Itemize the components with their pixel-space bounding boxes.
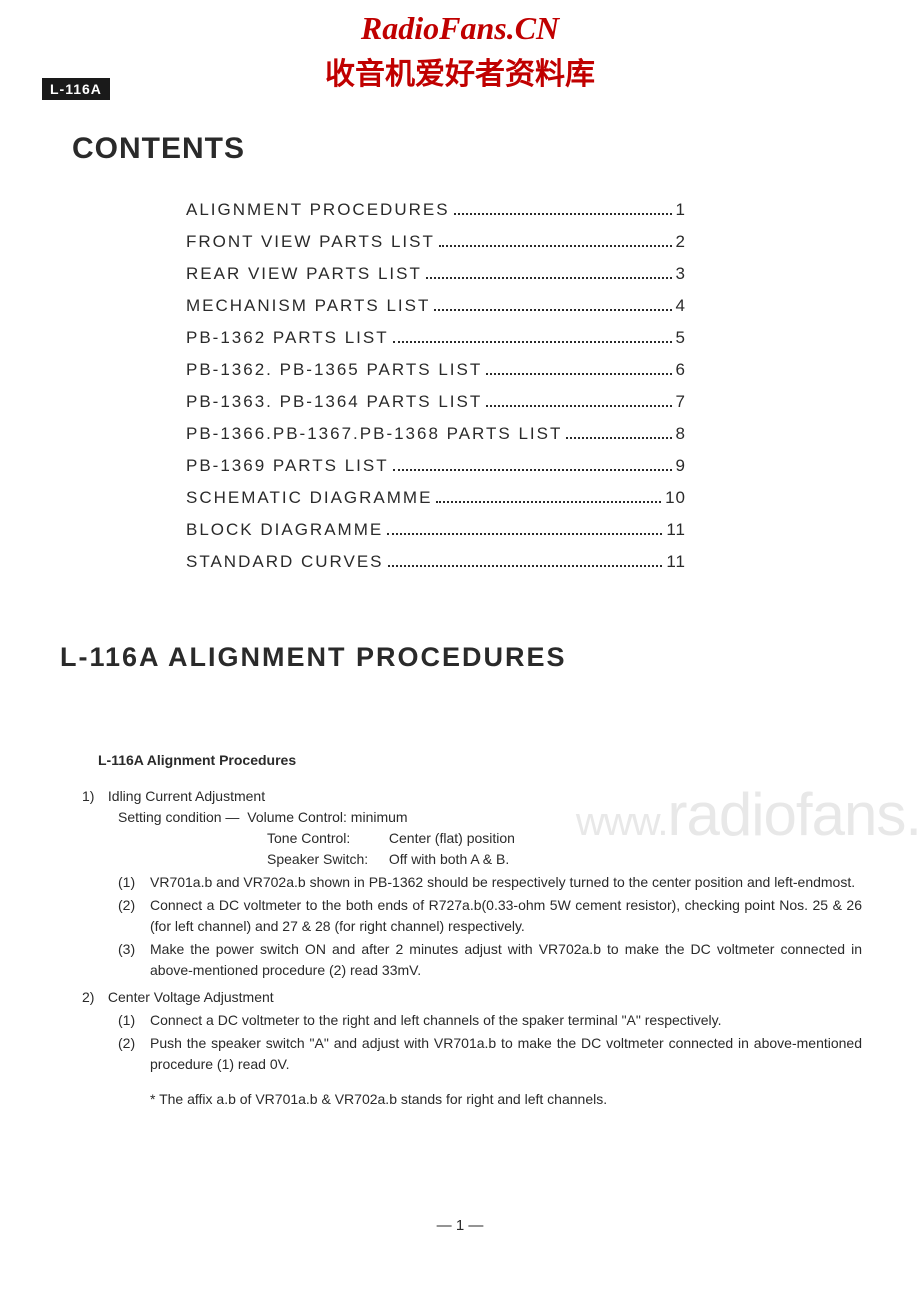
sub-step-text: Connect a DC voltmeter to the both ends …	[150, 895, 862, 937]
toc-dots	[486, 373, 671, 375]
toc-item: PB-1366.PB-1367.PB-1368 PARTS LIST 8	[186, 424, 686, 444]
toc-label: REAR VIEW PARTS LIST	[186, 264, 422, 284]
toc-item: PB-1369 PARTS LIST 9	[186, 456, 686, 476]
toc-item: MECHANISM PARTS LIST 4	[186, 296, 686, 316]
toc-item: REAR VIEW PARTS LIST 3	[186, 264, 686, 284]
section-heading: L-116A ALIGNMENT PROCEDURES	[60, 642, 567, 673]
sub-step-num: (3)	[118, 939, 150, 981]
toc-page: 6	[676, 360, 686, 380]
setting-line: Tone Control: Center (flat) position	[267, 828, 862, 849]
setting-key: Volume Control:	[247, 807, 347, 828]
toc-page: 11	[666, 552, 686, 572]
procedures-body: 1) Idling Current Adjustment Setting con…	[82, 780, 862, 1110]
toc-label: FRONT VIEW PARTS LIST	[186, 232, 435, 252]
sub-step: (3) Make the power switch ON and after 2…	[118, 939, 862, 981]
contents-heading: CONTENTS	[72, 132, 245, 166]
toc-page: 10	[665, 488, 686, 508]
toc-page: 4	[676, 296, 686, 316]
model-badge: L-116A	[42, 78, 110, 100]
watermark-header: RadioFans.CN 收音机爱好者资料库	[0, 10, 920, 93]
setting-val: Off with both A & B.	[389, 851, 509, 867]
toc-page: 8	[676, 424, 686, 444]
toc-label: PB-1362 PARTS LIST	[186, 328, 389, 348]
sub-step-num: (1)	[118, 1010, 150, 1031]
toc-dots	[436, 501, 661, 503]
toc-dots	[434, 309, 671, 311]
sub-step-text: VR701a.b and VR702a.b shown in PB-1362 s…	[150, 872, 862, 893]
step-title: Idling Current Adjustment	[108, 788, 265, 804]
step-title: Center Voltage Adjustment	[108, 989, 274, 1005]
sub-step-text: Connect a DC voltmeter to the right and …	[150, 1010, 862, 1031]
toc-page: 9	[676, 456, 686, 476]
toc-label: SCHEMATIC DIAGRAMME	[186, 488, 432, 508]
sub-step: (1) Connect a DC voltmeter to the right …	[118, 1010, 862, 1031]
toc-label: STANDARD CURVES	[186, 552, 384, 572]
sub-step-num: (2)	[118, 895, 150, 937]
toc-dots	[454, 213, 672, 215]
sub-step: (1) VR701a.b and VR702a.b shown in PB-13…	[118, 872, 862, 893]
setting-intro: Setting condition —	[118, 807, 239, 828]
toc-label: PB-1363. PB-1364 PARTS LIST	[186, 392, 482, 412]
watermark-subtitle: 收音机爱好者资料库	[0, 49, 920, 93]
toc-label: PB-1366.PB-1367.PB-1368 PARTS LIST	[186, 424, 562, 444]
subsection-title: L-116A Alignment Procedures	[98, 752, 296, 768]
setting-line: Setting condition — Volume Control: mini…	[118, 807, 862, 828]
toc-page: 3	[676, 264, 686, 284]
setting-val: Center (flat) position	[389, 830, 515, 846]
toc-dots	[387, 533, 662, 535]
sub-step-text: Push the speaker switch "A" and adjust w…	[150, 1033, 862, 1075]
watermark-title: RadioFans.CN	[0, 10, 920, 47]
toc-item: PB-1362. PB-1365 PARTS LIST 6	[186, 360, 686, 380]
toc-label: ALIGNMENT PROCEDURES	[186, 200, 450, 220]
sub-step: (2) Connect a DC voltmeter to the both e…	[118, 895, 862, 937]
toc-dots	[388, 565, 663, 567]
toc-page: 2	[676, 232, 686, 252]
setting-key: Speaker Switch:	[267, 849, 385, 870]
toc-label: BLOCK DIAGRAMME	[186, 520, 383, 540]
sub-step-text: Make the power switch ON and after 2 min…	[150, 939, 862, 981]
toc-item: STANDARD CURVES 11	[186, 552, 686, 572]
step-number: 2)	[82, 987, 104, 1008]
procedure-step-2: 2) Center Voltage Adjustment	[82, 987, 862, 1008]
toc-dots	[393, 341, 672, 343]
footnote: * The affix a.b of VR701a.b & VR702a.b s…	[150, 1089, 862, 1110]
toc-dots	[439, 245, 672, 247]
toc-page: 1	[676, 200, 686, 220]
toc-item: PB-1362 PARTS LIST 5	[186, 328, 686, 348]
sub-step: (2) Push the speaker switch "A" and adju…	[118, 1033, 862, 1075]
toc-page: 11	[666, 520, 686, 540]
toc-label: PB-1362. PB-1365 PARTS LIST	[186, 360, 482, 380]
setting-key: Tone Control:	[267, 828, 385, 849]
toc-label: PB-1369 PARTS LIST	[186, 456, 389, 476]
setting-line: Speaker Switch: Off with both A & B.	[267, 849, 862, 870]
toc-page: 7	[676, 392, 686, 412]
toc-dots	[393, 469, 672, 471]
toc-item: ALIGNMENT PROCEDURES 1	[186, 200, 686, 220]
sub-step-num: (2)	[118, 1033, 150, 1075]
step-number: 1)	[82, 786, 104, 807]
setting-val: minimum	[351, 809, 408, 825]
toc-page: 5	[676, 328, 686, 348]
toc-dots	[566, 437, 671, 439]
procedure-step-1: 1) Idling Current Adjustment	[82, 786, 862, 807]
toc-item: BLOCK DIAGRAMME 11	[186, 520, 686, 540]
toc-item: PB-1363. PB-1364 PARTS LIST 7	[186, 392, 686, 412]
toc-item: FRONT VIEW PARTS LIST 2	[186, 232, 686, 252]
toc-label: MECHANISM PARTS LIST	[186, 296, 430, 316]
sub-step-num: (1)	[118, 872, 150, 893]
toc-list: ALIGNMENT PROCEDURES 1 FRONT VIEW PARTS …	[186, 200, 686, 584]
toc-dots	[486, 405, 671, 407]
toc-dots	[426, 277, 672, 279]
toc-item: SCHEMATIC DIAGRAMME 10	[186, 488, 686, 508]
page-number: — 1 —	[0, 1217, 920, 1234]
